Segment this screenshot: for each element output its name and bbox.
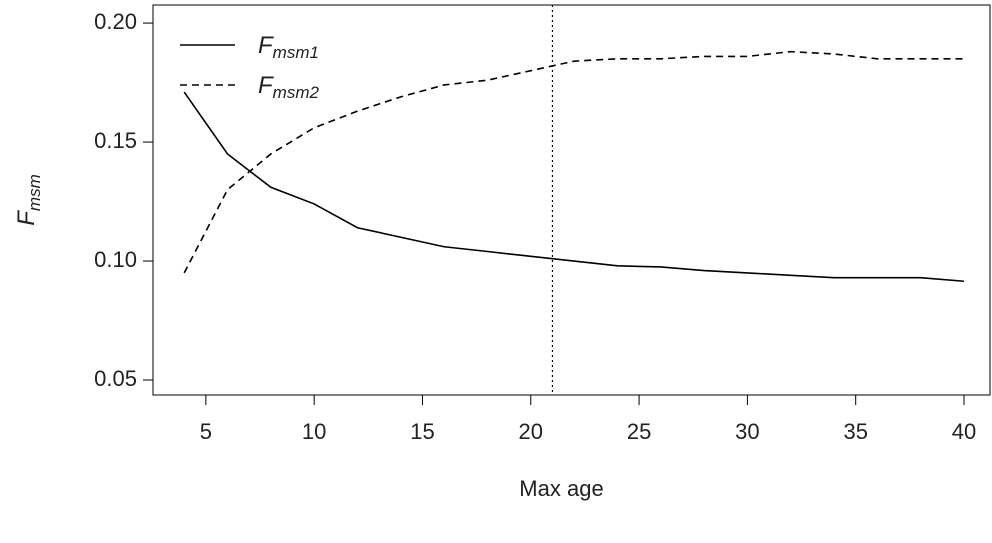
legend-label: Fmsm1 [258, 32, 319, 62]
legend-label-main: F [258, 32, 274, 59]
x-tick-label: 30 [735, 419, 759, 444]
x-tick-label: 35 [843, 419, 867, 444]
x-tick-label: 25 [627, 419, 651, 444]
legend-label-sub: msm2 [273, 83, 320, 102]
x-tick-label: 40 [952, 419, 976, 444]
y-axis-label-sub: msm [25, 174, 44, 211]
y-axis-label: Fmsm [13, 174, 44, 226]
y-tick-label: 0.20 [94, 9, 137, 34]
x-tick-label: 10 [302, 419, 326, 444]
y-tick-label: 0.10 [94, 247, 137, 272]
legend-label: Fmsm2 [258, 72, 319, 102]
x-tick-label: 5 [200, 419, 212, 444]
y-axis-label-main: F [13, 210, 40, 226]
legend-label-main: F [258, 72, 274, 99]
series-line [183, 50, 965, 274]
plot-frame [152, 4, 991, 396]
series-line [183, 91, 965, 283]
legend-label-sub: msm1 [273, 43, 319, 62]
y-tick-label: 0.15 [94, 128, 137, 153]
y-tick-label: 0.05 [94, 366, 137, 391]
x-tick-label: 20 [519, 419, 543, 444]
x-axis-label: Max age [519, 476, 603, 501]
x-tick-label: 15 [410, 419, 434, 444]
